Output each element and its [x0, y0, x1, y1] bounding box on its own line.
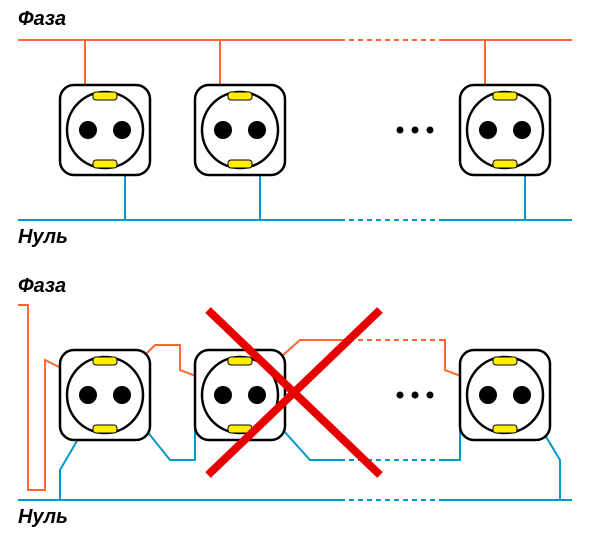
socket-top-3 [460, 85, 550, 175]
label-null-bottom: Нуль [18, 506, 68, 529]
socket-bottom-3 [460, 350, 550, 440]
socket-top-1 [60, 85, 150, 175]
label-null-top: Нуль [18, 226, 68, 249]
label-phase-top: Фаза [18, 8, 66, 31]
wiring-diagram [0, 0, 591, 541]
label-phase-bottom: Фаза [18, 275, 66, 298]
ellipsis-bottom [397, 392, 434, 399]
socket-top-2 [195, 85, 285, 175]
socket-bottom-2 [195, 350, 285, 440]
ellipsis-top [397, 127, 434, 134]
socket-bottom-1 [60, 350, 150, 440]
